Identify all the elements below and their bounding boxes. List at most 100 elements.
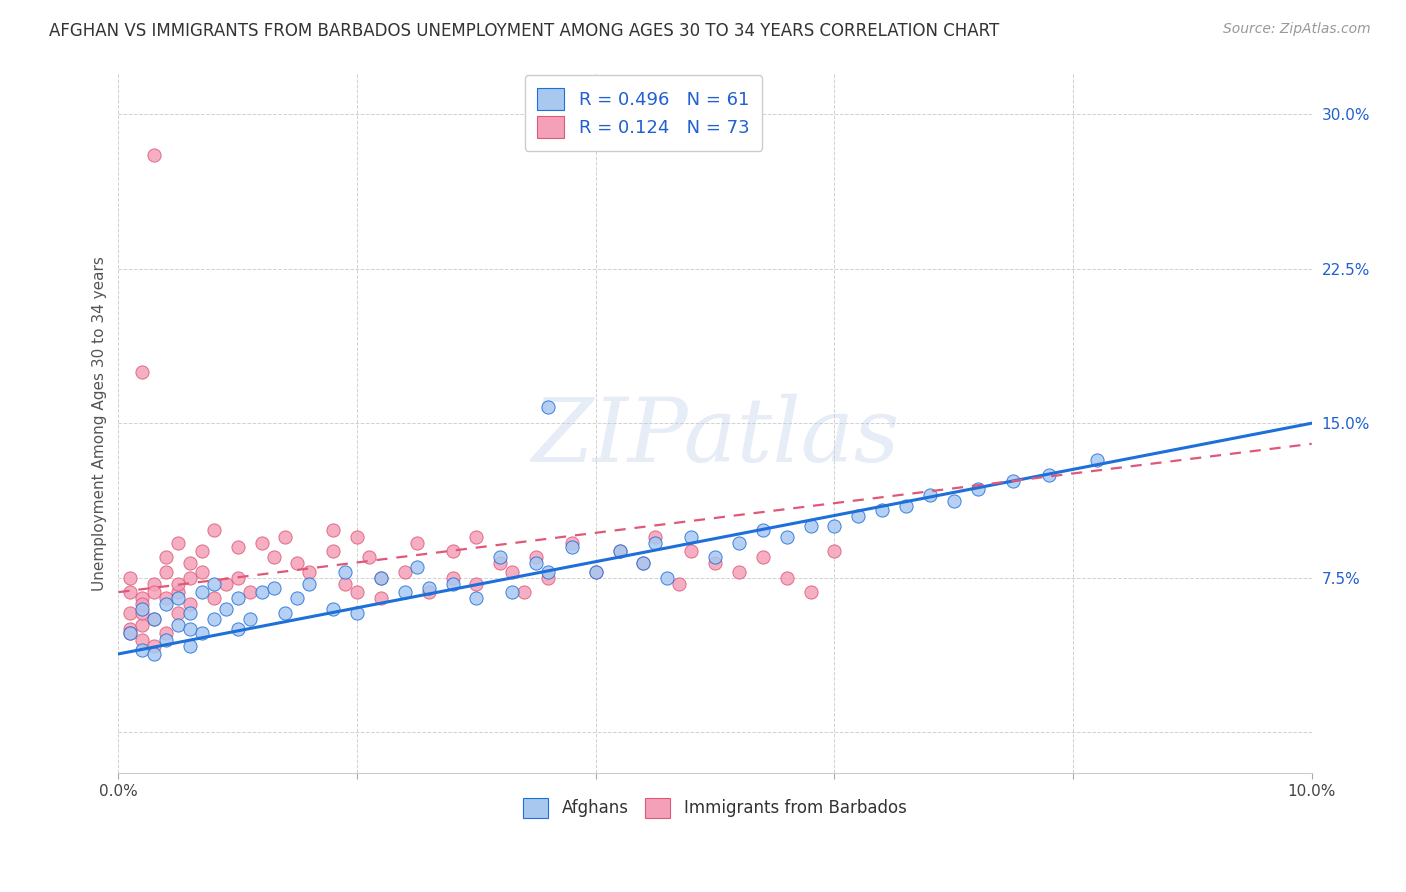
Point — [155, 598, 177, 612]
Point — [226, 591, 249, 606]
Point — [250, 585, 273, 599]
Point — [226, 571, 249, 585]
Point — [155, 591, 177, 606]
Point — [644, 529, 666, 543]
Point — [143, 577, 166, 591]
Point — [728, 535, 751, 549]
Point — [346, 529, 368, 543]
Point — [202, 612, 225, 626]
Point — [120, 622, 142, 636]
Point — [131, 632, 153, 647]
Point — [179, 556, 201, 570]
Point — [333, 565, 356, 579]
Point — [537, 565, 560, 579]
Point — [799, 519, 821, 533]
Point — [143, 612, 166, 626]
Point — [274, 529, 297, 543]
Point — [167, 606, 190, 620]
Point — [728, 565, 751, 579]
Point — [966, 482, 988, 496]
Point — [644, 535, 666, 549]
Point — [823, 519, 845, 533]
Point — [155, 626, 177, 640]
Point — [191, 565, 214, 579]
Y-axis label: Unemployment Among Ages 30 to 34 years: Unemployment Among Ages 30 to 34 years — [93, 256, 107, 591]
Point — [143, 585, 166, 599]
Point — [633, 556, 655, 570]
Point — [215, 601, 238, 615]
Point — [513, 585, 536, 599]
Point — [823, 544, 845, 558]
Text: Source: ZipAtlas.com: Source: ZipAtlas.com — [1223, 22, 1371, 37]
Point — [465, 529, 488, 543]
Point — [202, 577, 225, 591]
Point — [418, 581, 440, 595]
Point — [322, 544, 344, 558]
Point — [418, 585, 440, 599]
Point — [131, 606, 153, 620]
Point — [274, 606, 297, 620]
Point — [120, 626, 142, 640]
Point — [143, 612, 166, 626]
Point — [633, 556, 655, 570]
Point — [776, 529, 799, 543]
Point — [609, 544, 631, 558]
Point — [298, 565, 321, 579]
Point — [681, 544, 703, 558]
Point — [489, 556, 512, 570]
Point — [226, 540, 249, 554]
Point — [799, 585, 821, 599]
Point — [179, 639, 201, 653]
Point — [131, 643, 153, 657]
Point — [287, 556, 309, 570]
Text: ZIPatlas: ZIPatlas — [531, 393, 900, 481]
Point — [131, 601, 153, 615]
Point — [561, 535, 583, 549]
Point — [191, 544, 214, 558]
Point — [394, 585, 416, 599]
Point — [131, 598, 153, 612]
Point — [167, 577, 190, 591]
Point — [846, 508, 869, 523]
Point — [155, 550, 177, 565]
Point — [1002, 474, 1025, 488]
Point — [405, 535, 427, 549]
Point — [263, 550, 285, 565]
Point — [179, 571, 201, 585]
Point — [657, 571, 679, 585]
Point — [394, 565, 416, 579]
Point — [776, 571, 799, 585]
Point — [609, 544, 631, 558]
Point — [215, 577, 238, 591]
Point — [202, 524, 225, 538]
Point — [370, 571, 392, 585]
Point — [752, 524, 775, 538]
Point — [489, 550, 512, 565]
Point — [167, 591, 190, 606]
Point — [918, 488, 941, 502]
Point — [501, 565, 523, 579]
Point — [322, 601, 344, 615]
Point — [441, 577, 464, 591]
Point — [239, 585, 262, 599]
Point — [942, 494, 965, 508]
Point — [681, 529, 703, 543]
Point — [704, 550, 727, 565]
Point — [191, 585, 214, 599]
Point — [524, 550, 547, 565]
Point — [585, 565, 607, 579]
Point — [346, 585, 368, 599]
Point — [167, 618, 190, 632]
Point — [501, 585, 523, 599]
Point — [441, 571, 464, 585]
Point — [155, 565, 177, 579]
Point — [524, 556, 547, 570]
Point — [239, 612, 262, 626]
Point — [704, 556, 727, 570]
Point — [537, 571, 560, 585]
Point — [167, 535, 190, 549]
Point — [752, 550, 775, 565]
Point — [465, 577, 488, 591]
Point — [179, 622, 201, 636]
Point — [465, 591, 488, 606]
